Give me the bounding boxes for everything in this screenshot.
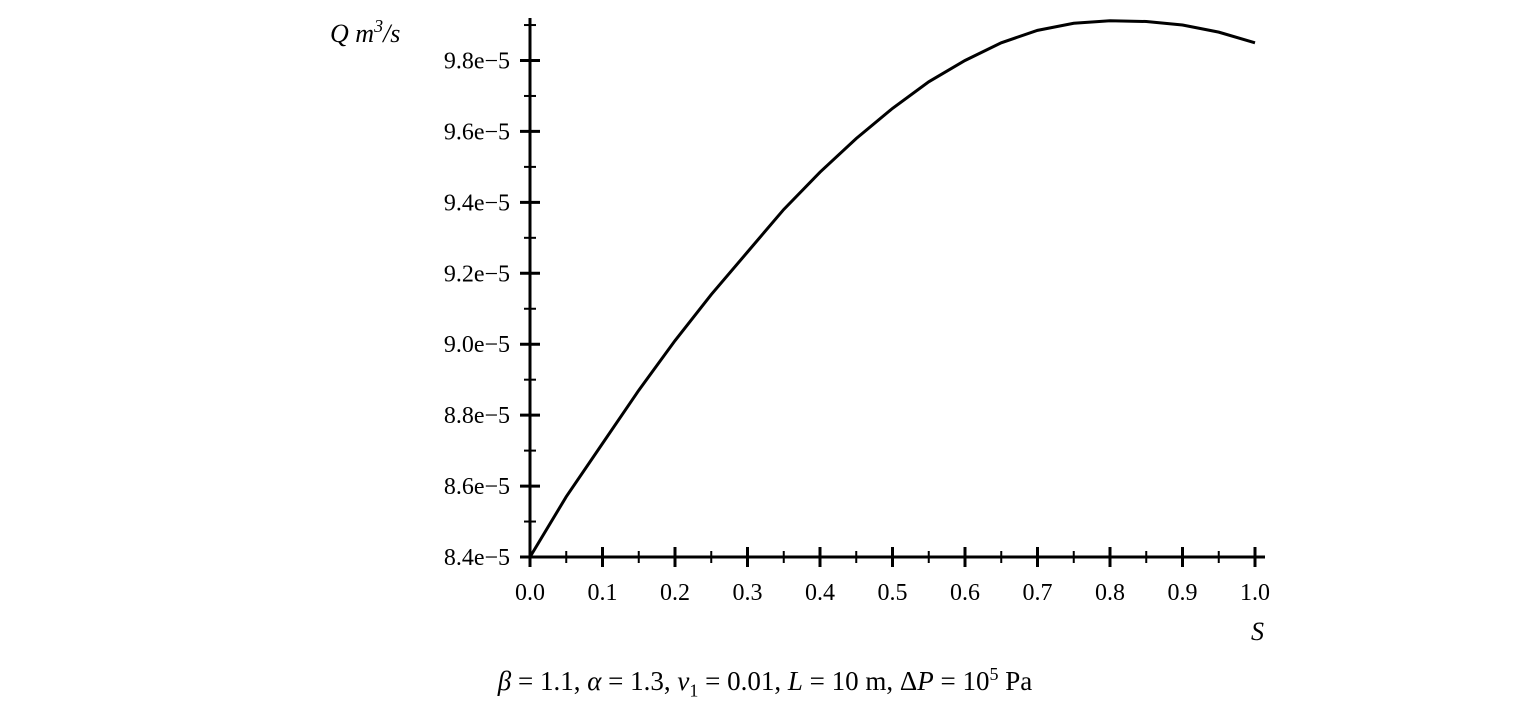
- y-tick-label: 9.6e−5: [444, 119, 510, 145]
- x-tick-label: 0.4: [805, 580, 835, 606]
- x-tick-label: 0.8: [1095, 580, 1125, 606]
- y-tick-label: 9.8e−5: [444, 49, 510, 75]
- y-tick-label: 8.6e−5: [444, 474, 510, 500]
- x-tick-label: 1.0: [1240, 580, 1270, 606]
- x-tick-label: 0.5: [878, 580, 908, 606]
- series-line: [528, 19, 1256, 558]
- x-tick-label: 0.3: [733, 580, 763, 606]
- y-tick-label: 8.4e−5: [444, 545, 510, 571]
- x-axis-ticks: 0.0 0.1 0.2 0.3 0.4 0.5 0.6 0.7 0.8 0.9 1.0: [515, 547, 1270, 606]
- y-axis-ticks: 8.4e−5 8.6e−5 8.8e−5 9.0e−5 9.2e−5 9.4e−5 9.6e…: [444, 24, 540, 571]
- y-tick-label: 9.0e−5: [444, 332, 510, 358]
- y-tick-label: 9.2e−5: [444, 261, 510, 287]
- x-tick-label: 0.9: [1168, 580, 1198, 606]
- x-tick-label: 0.1: [588, 580, 618, 606]
- x-tick-label: 0.2: [660, 580, 690, 606]
- y-tick-label: 8.8e−5: [444, 403, 510, 429]
- y-axis-title: Q m3/s: [330, 16, 400, 48]
- x-tick-label: 0.0: [515, 580, 545, 606]
- x-tick-label: 0.7: [1023, 580, 1053, 606]
- x-axis-title: S: [1251, 617, 1264, 646]
- x-tick-label: 0.6: [950, 580, 980, 606]
- y-tick-label: 9.4e−5: [444, 190, 510, 216]
- parameter-caption: β = 1.1, α = 1.3, ν1 = 0.01, L = 10 m, Δ…: [497, 664, 1033, 701]
